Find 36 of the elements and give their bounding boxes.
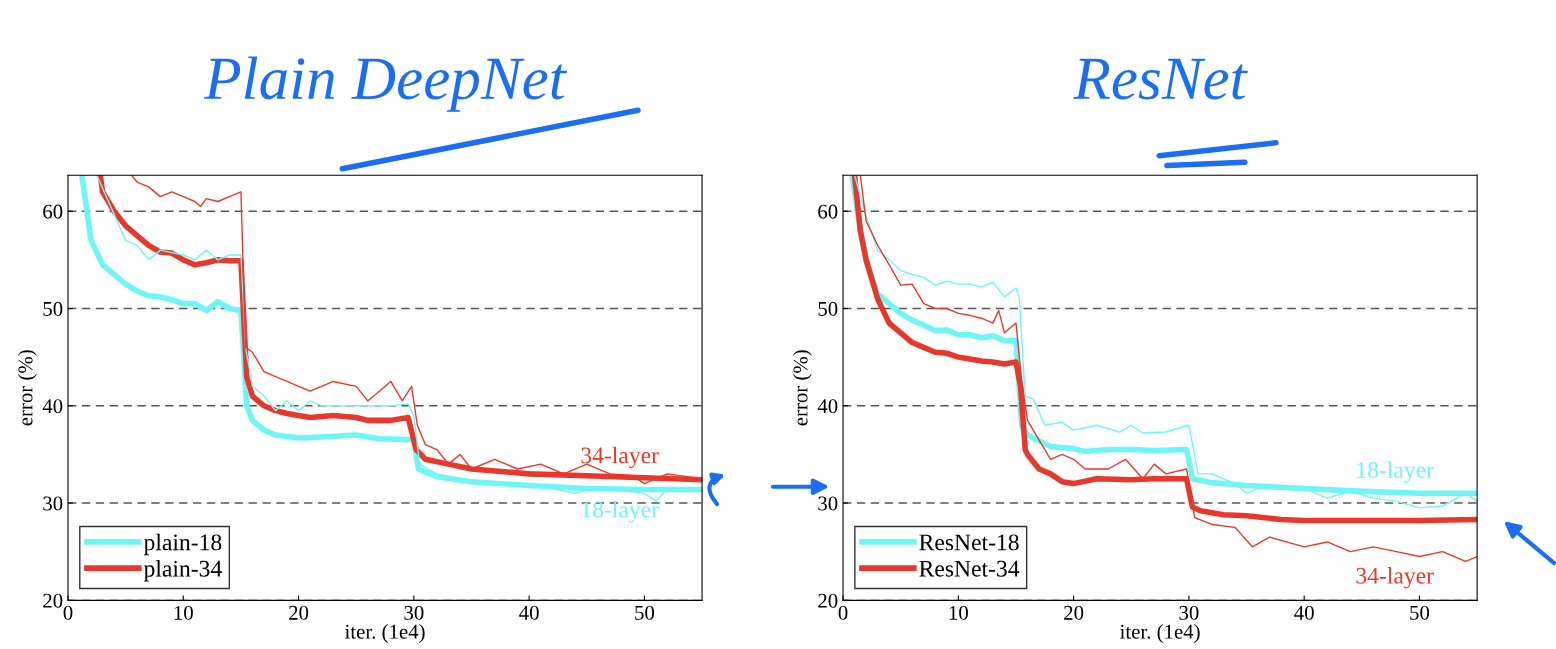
x-tick-label: 50	[635, 605, 655, 620]
y-tick-label: 30	[43, 496, 63, 511]
y-tick-label: 50	[818, 301, 838, 316]
legend-label: ResNet-18	[919, 534, 1019, 551]
y-tick-label: 60	[818, 204, 838, 219]
y-tick-label: 20	[43, 593, 63, 608]
x-tick-label: 10	[174, 605, 193, 620]
x-tick-label: 40	[1294, 605, 1314, 620]
annotation: 18-layer	[582, 500, 659, 523]
annotation: 34-layer	[1356, 567, 1434, 589]
x-axis-title: iter. (1e4)	[344, 624, 425, 643]
chart-title: ResNet	[1073, 58, 1248, 100]
legend-label: plain-34	[143, 560, 222, 582]
y-axis-title: error (%)	[792, 350, 812, 426]
x-tick-label: 20	[1064, 605, 1084, 620]
y-tick-label: 30	[818, 496, 838, 511]
x-tick-label: 10	[949, 605, 968, 620]
x-tick-label: 0	[838, 605, 848, 620]
x-tick-label: 20	[289, 605, 309, 620]
y-tick-label: 60	[43, 204, 63, 219]
y-tick-label: 50	[43, 301, 63, 316]
y-axis-title: error (%)	[17, 350, 37, 426]
x-axis-title: iter. (1e4)	[1120, 624, 1200, 643]
x-tick-label: 30	[404, 605, 424, 620]
x-tick-label: 30	[1179, 605, 1199, 620]
legend-label: plain-18	[143, 533, 222, 556]
annotation: 18-layer	[1357, 461, 1434, 483]
x-tick-label: 0	[63, 605, 73, 620]
y-tick-label: 40	[817, 399, 838, 414]
y-tick-label: 40	[42, 399, 63, 414]
legend-label: ResNet-34	[919, 560, 1020, 577]
x-tick-label: 50	[1410, 605, 1430, 620]
y-tick-label: 20	[818, 593, 838, 608]
x-tick-label: 40	[519, 605, 539, 620]
annotation: 34-layer	[581, 446, 659, 469]
chart-title: Plain DeepNet	[203, 56, 567, 112]
